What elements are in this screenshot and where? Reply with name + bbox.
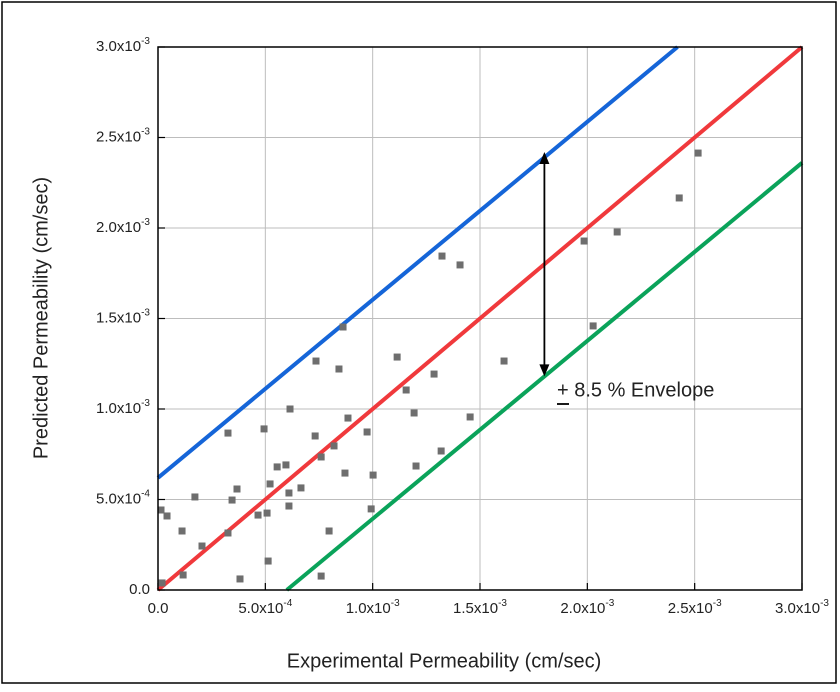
scatter-point <box>163 512 171 520</box>
x-tick-label: 1.5x10-3 <box>453 598 507 617</box>
scatter-point <box>198 542 206 550</box>
scatter-point <box>285 489 293 497</box>
scatter-point <box>613 228 621 236</box>
scatter-point <box>339 323 347 331</box>
y-tick-label: 5.0x10-4 <box>96 489 150 508</box>
scatter-point <box>312 357 320 365</box>
scatter-point <box>580 237 588 245</box>
scatter-point <box>228 496 236 504</box>
x-axis-label: Experimental Permeability (cm/sec) <box>287 650 602 672</box>
scatter-point <box>456 261 464 269</box>
scatter-point <box>266 480 274 488</box>
scatter-point <box>254 511 262 519</box>
scatter-point <box>260 425 268 433</box>
y-tick-label: 2.0x10-3 <box>96 217 150 236</box>
scatter-point <box>393 353 401 361</box>
reference-line <box>156 45 679 480</box>
scatter-point <box>286 405 294 413</box>
scatter-point <box>344 414 352 422</box>
scatter-point <box>264 557 272 565</box>
scatter-point <box>367 505 375 513</box>
scatter-point <box>158 579 166 587</box>
scatter-point <box>179 571 187 579</box>
x-tick-label: 1.0x10-3 <box>346 598 400 617</box>
scatter-point <box>363 428 371 436</box>
scatter-point <box>369 471 377 479</box>
scatter-point <box>675 194 683 202</box>
scatter-point <box>157 506 165 514</box>
scatter-point <box>438 252 446 260</box>
scatter-point <box>285 502 293 510</box>
scatter-point <box>410 409 418 417</box>
x-tick-label: 2.5x10-3 <box>668 598 722 617</box>
x-tick-label: 2.0x10-3 <box>560 598 614 617</box>
scatter-point <box>282 461 290 469</box>
scatter-point <box>233 485 241 493</box>
scatter-point <box>236 575 244 583</box>
scatter-point <box>466 413 474 421</box>
scatter-point <box>437 447 445 455</box>
scatter-point <box>311 432 319 440</box>
plot-border <box>157 46 803 591</box>
x-tick-label: 0.0 <box>148 600 169 617</box>
scatter-point <box>224 529 232 537</box>
scatter-point <box>402 386 410 394</box>
y-axis-label: Predicted Permeability (cm/sec) <box>30 177 52 459</box>
scatter-point <box>335 365 343 373</box>
scatter-point <box>263 509 271 517</box>
y-tick-label: 1.5x10-3 <box>96 308 150 327</box>
scatter-point <box>178 527 186 535</box>
annotation: + 8.5 % Envelope <box>557 379 714 401</box>
scatter-point <box>330 442 338 450</box>
y-tick-label: 1.0x10-3 <box>96 398 150 417</box>
scatter-point <box>430 370 438 378</box>
scatter-point <box>325 527 333 535</box>
scatter-point <box>500 357 508 365</box>
scatter-point <box>694 149 702 157</box>
scatter-point <box>224 429 232 437</box>
y-tick-label: 0.0 <box>129 581 150 598</box>
arrow-head <box>539 151 550 164</box>
y-tick-label: 3.0x10-3 <box>96 36 150 55</box>
scatter-point <box>341 469 349 477</box>
reference-line <box>156 45 804 592</box>
arrow-head <box>539 364 550 377</box>
scatter-point <box>191 493 199 501</box>
x-tick-label: 5.0x10-4 <box>238 598 292 617</box>
scatter-point <box>317 453 325 461</box>
scatter-point <box>317 572 325 580</box>
scatter-point <box>297 484 305 492</box>
scatter-point <box>589 322 597 330</box>
y-tick-label: 2.5x10-3 <box>96 127 150 146</box>
x-tick-label: 3.0x10-3 <box>775 598 829 617</box>
scatter-point <box>412 462 420 470</box>
scatter-point <box>273 463 281 471</box>
